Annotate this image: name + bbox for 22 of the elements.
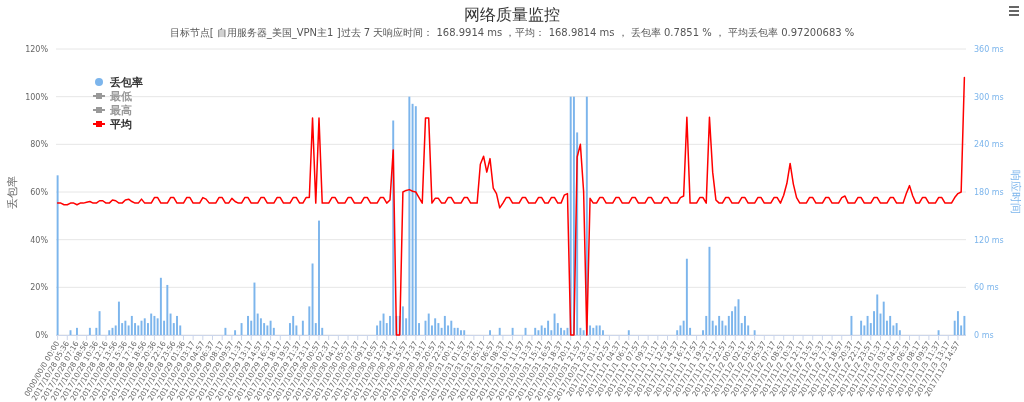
y-axis-title: 丢包率 xyxy=(6,175,19,209)
y-tick-label: 80% xyxy=(30,140,49,150)
legend-label: 丢包率 xyxy=(109,75,143,89)
y2-tick-label: 360 ms xyxy=(974,45,1004,54)
y2-tick-label: 120 ms xyxy=(974,235,1004,245)
y2-axis-title: 响应时间 xyxy=(1009,170,1022,214)
legend-label: 最高 xyxy=(109,103,132,117)
legend-label: 最低 xyxy=(109,89,132,103)
y2-tick-label: 60 ms xyxy=(974,283,999,293)
y-tick-label: 100% xyxy=(25,92,49,102)
y-tick-label: 120% xyxy=(25,45,49,54)
chart-subtitle: 目标节点[ 自用服务器_美国_VPN主1 ]过去 7 天响应时间： 168.9914 ms ，平均： 168.9814 ms ， 丢包率 0.7851 % ， 平均丢包率 0.97200683 % xyxy=(169,27,855,39)
y2-tick-label: 300 ms xyxy=(974,92,1004,102)
y2-tick-label: 240 ms xyxy=(974,140,1004,150)
y-tick-label: 40% xyxy=(30,235,49,245)
y2-tick-label: 0 ms xyxy=(974,331,994,340)
chart-title: 网络质量监控 xyxy=(464,5,560,24)
y-tick-label: 0% xyxy=(35,331,49,340)
y-tick-label: 20% xyxy=(30,283,49,293)
y2-tick-label: 180 ms xyxy=(974,188,1004,197)
legend-label: 平均 xyxy=(109,117,132,131)
y-tick-label: 60% xyxy=(30,188,49,197)
